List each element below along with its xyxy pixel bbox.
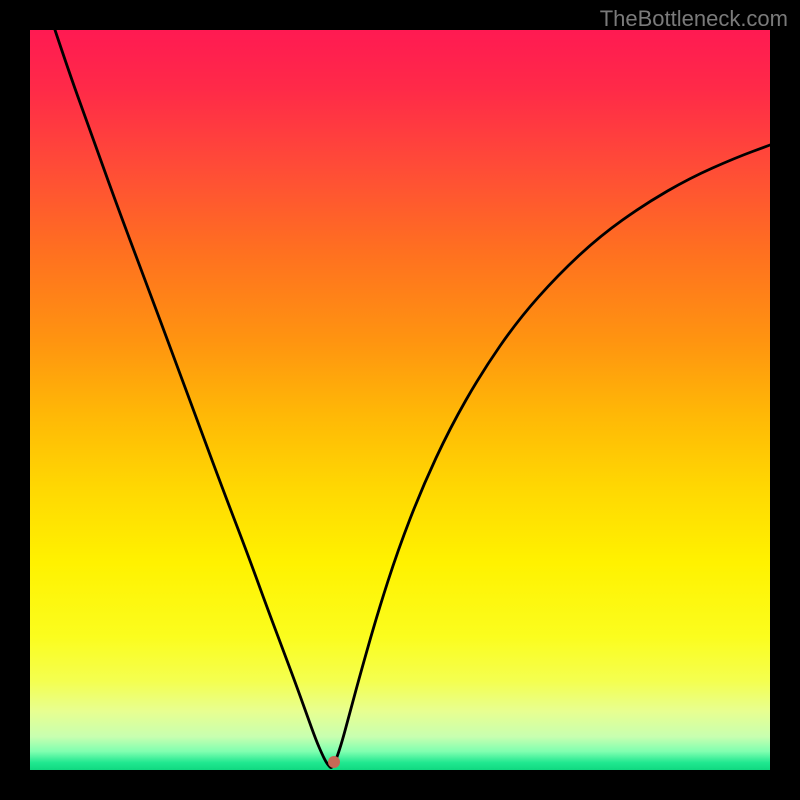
chart-container: TheBottleneck.com [0, 0, 800, 800]
watermark-text: TheBottleneck.com [600, 6, 788, 32]
bottleneck-chart [0, 0, 800, 800]
border-right [770, 0, 800, 800]
border-bottom [0, 770, 800, 800]
minimum-marker [328, 756, 340, 768]
border-left [0, 0, 30, 800]
gradient-background [30, 30, 770, 770]
